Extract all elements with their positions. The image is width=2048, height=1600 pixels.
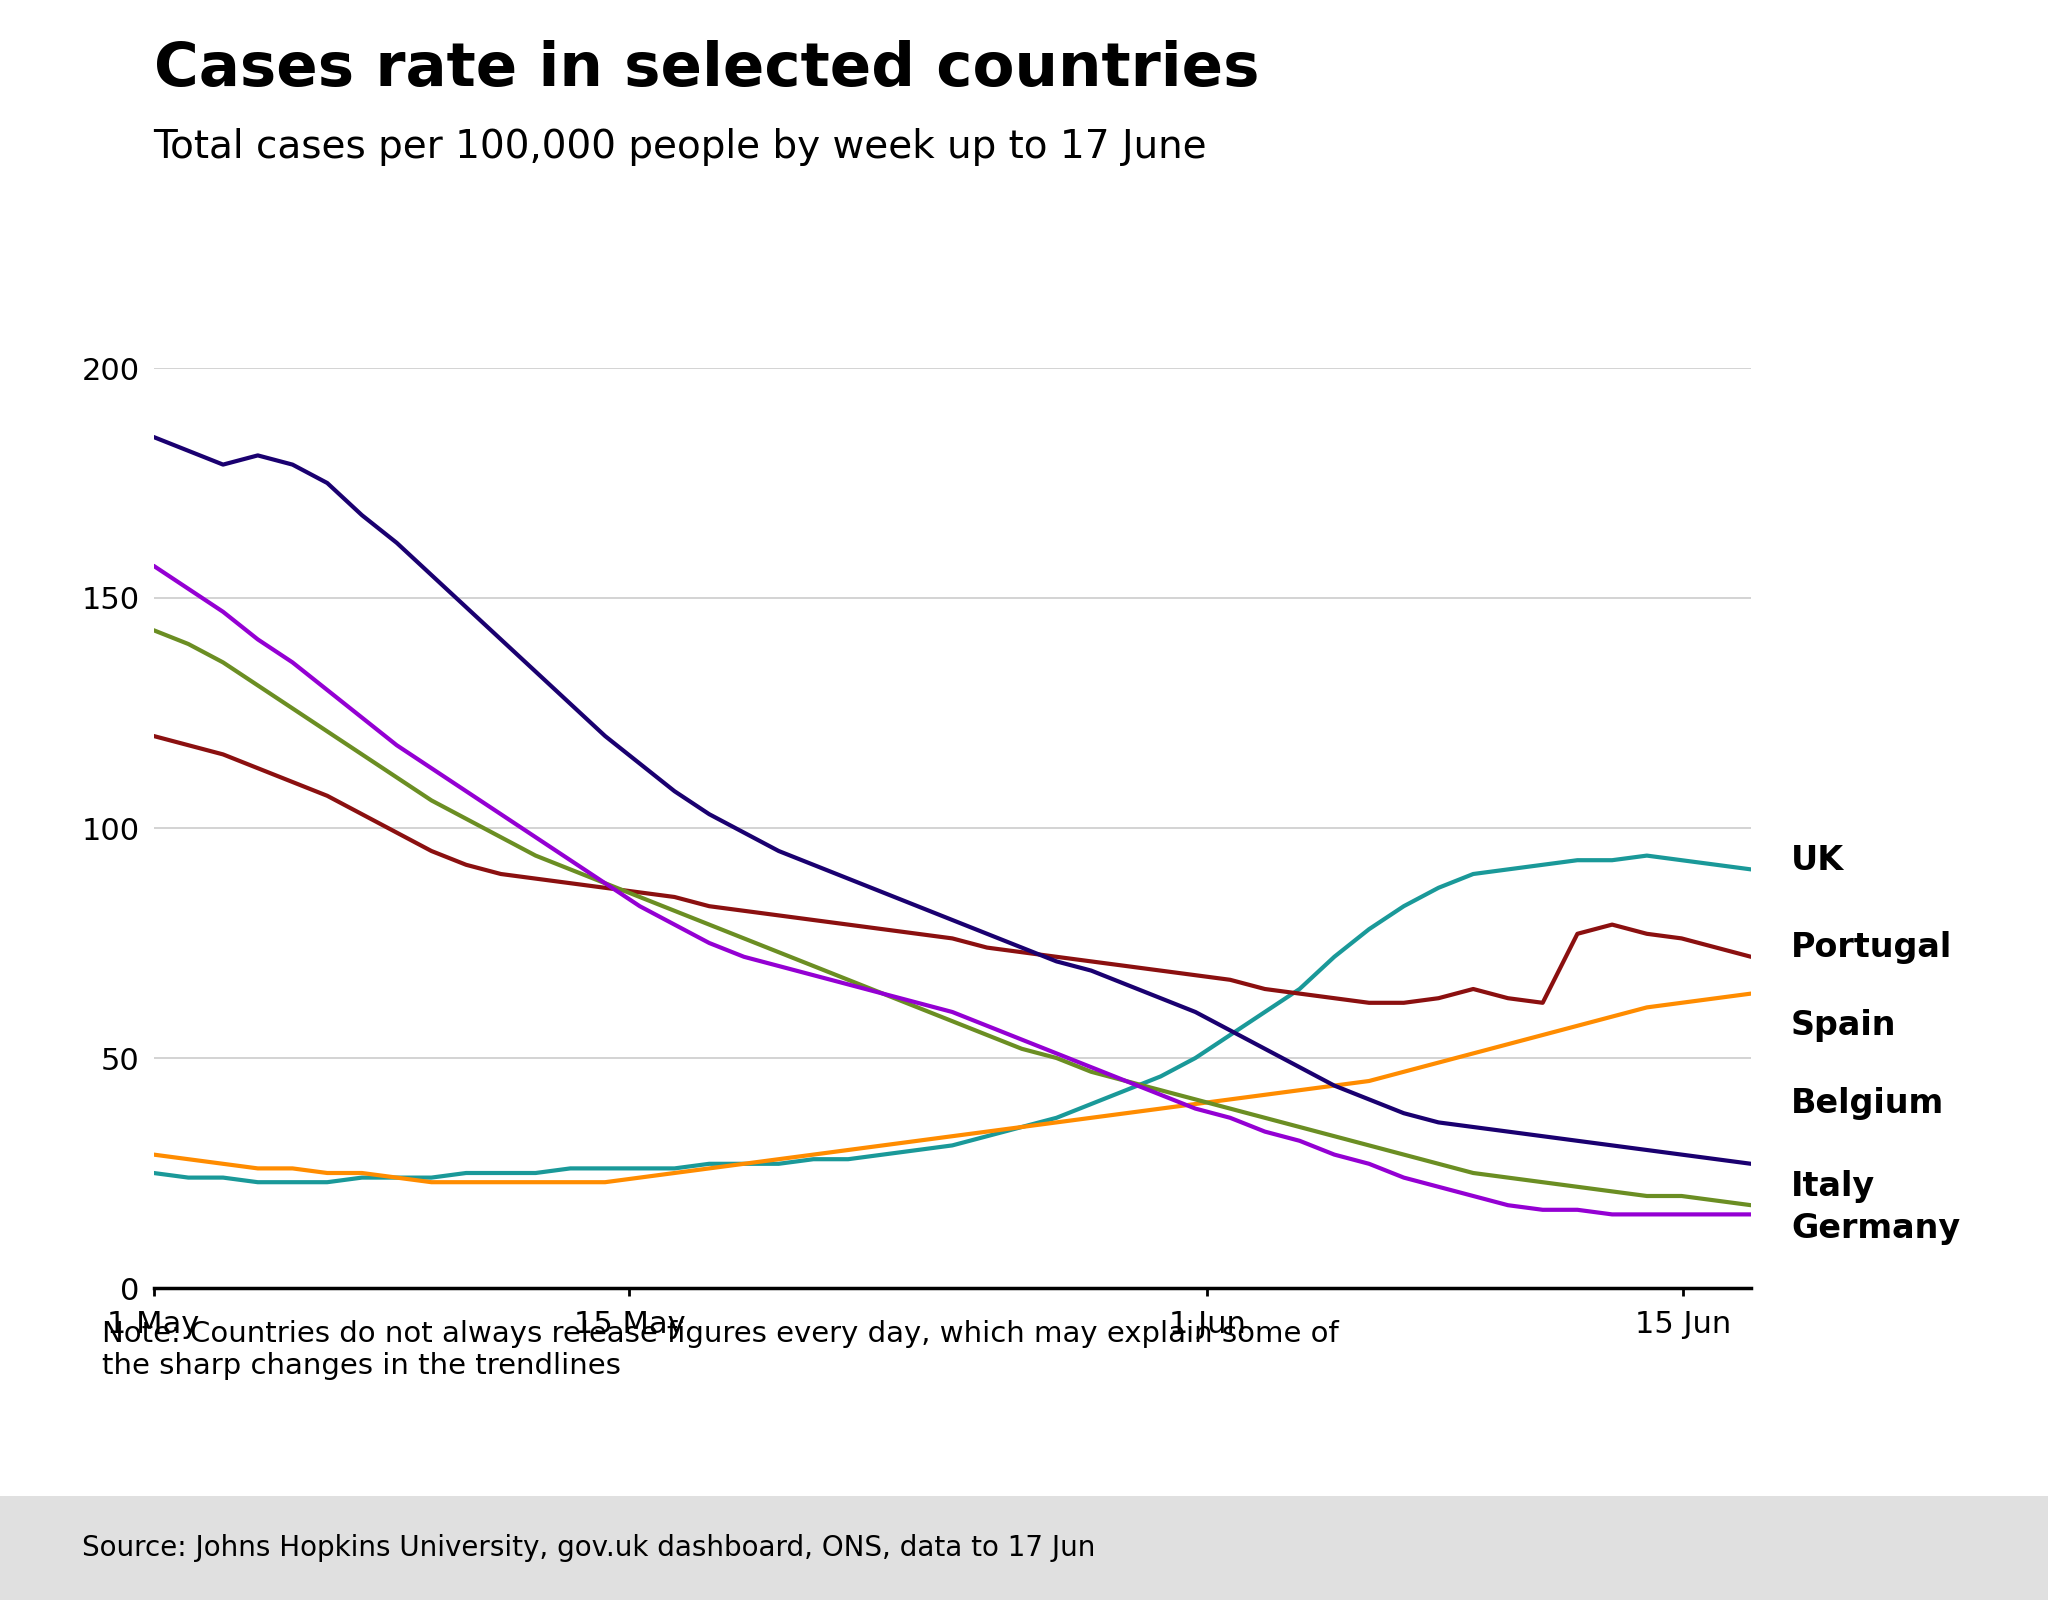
Text: Cases rate in selected countries: Cases rate in selected countries — [154, 40, 1260, 99]
FancyBboxPatch shape — [1866, 1512, 1919, 1584]
Text: B: B — [1817, 1534, 1837, 1562]
Text: B: B — [1882, 1534, 1903, 1562]
FancyBboxPatch shape — [1800, 1512, 1853, 1584]
Text: UK: UK — [1790, 843, 1843, 877]
FancyBboxPatch shape — [1931, 1512, 1985, 1584]
Text: Italy: Italy — [1790, 1170, 1876, 1203]
Text: Germany: Germany — [1790, 1211, 1960, 1245]
Text: Portugal: Portugal — [1790, 931, 1952, 965]
Text: Belgium: Belgium — [1790, 1088, 1944, 1120]
Text: Source: Johns Hopkins University, gov.uk dashboard, ONS, data to 17 Jun: Source: Johns Hopkins University, gov.uk… — [82, 1534, 1096, 1562]
Text: Note: Countries do not always release figures every day, which may explain some : Note: Countries do not always release fi… — [102, 1320, 1339, 1381]
Text: Spain: Spain — [1790, 1010, 1896, 1042]
Text: Total cases per 100,000 people by week up to 17 June: Total cases per 100,000 people by week u… — [154, 128, 1206, 166]
Text: C: C — [1948, 1534, 1968, 1562]
